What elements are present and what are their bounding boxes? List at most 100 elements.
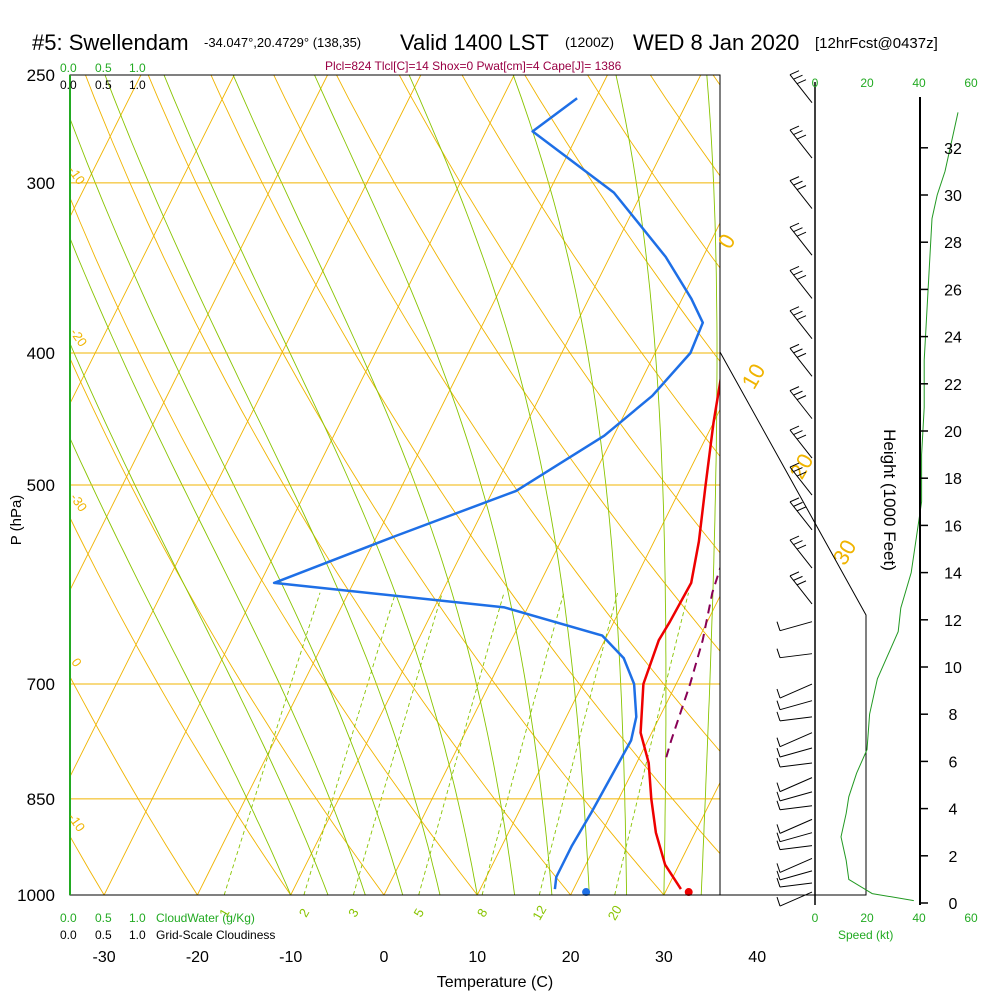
wind-barb [789, 535, 813, 569]
barb-flag [789, 343, 800, 349]
barb-flag [793, 390, 803, 396]
barb-flag [793, 467, 803, 473]
speed-tick-label: 20 [860, 76, 874, 90]
dry-adiabat [461, 75, 720, 458]
valid-time: Valid 1400 LST [400, 30, 549, 55]
barb-flag [793, 310, 803, 316]
barb-flag [776, 711, 781, 722]
barb-flag [776, 648, 781, 658]
dry-adiabat [70, 516, 292, 895]
surface-temperature [684, 888, 693, 897]
mixing-ratio-label: 12 [529, 903, 549, 923]
wind-barb [776, 800, 813, 811]
barb-flag [793, 575, 803, 581]
barb-flag [796, 185, 807, 191]
dry-adiabat [587, 75, 720, 269]
moist-adiabat [739, 75, 784, 895]
forecast-run: [12hrFcst@0437z] [815, 35, 938, 52]
barb-flag [796, 79, 807, 85]
barb-staff [789, 74, 813, 104]
speed-tick-label: 60 [964, 76, 978, 90]
barb-staff [779, 762, 813, 768]
wind-barb [776, 791, 813, 802]
barb-staff [779, 845, 813, 851]
barb-staff [789, 180, 813, 209]
speed-axis-label: Speed (kt) [838, 928, 893, 942]
bot-green-1: 0.5 [95, 911, 112, 925]
barb-staff [779, 621, 813, 632]
pressure-tick-label: 850 [27, 790, 55, 809]
isotherm-line [851, 75, 1000, 895]
top-green-1: 0.5 [95, 61, 112, 75]
isotherm-label: 30 [828, 535, 862, 569]
barb-flag [796, 395, 807, 401]
isotherm-label: -10 [65, 810, 88, 834]
wind-barb [789, 265, 813, 299]
moist-adiabat [700, 75, 718, 895]
pressure-tick-label: 400 [27, 344, 55, 363]
height-tick-label: 32 [944, 141, 962, 158]
moist-adiabat [70, 237, 366, 895]
isotherm-line [70, 75, 142, 218]
barb-flag [796, 352, 807, 358]
wind-speed-profile [840, 112, 959, 902]
x-tick-label: -20 [186, 949, 209, 966]
mixing-ratio-line [352, 592, 443, 895]
moist-adiabat [615, 75, 667, 895]
barb-staff [779, 777, 813, 793]
speed-tick-label: 60 [964, 911, 978, 925]
wind-barb [776, 777, 813, 793]
height-tick-label: 14 [944, 566, 962, 583]
isotherm-line [70, 75, 235, 405]
dry-adiabat [70, 357, 385, 895]
top-cloud-scale: 0.0 0.5 1.0 0.0 0.5 1.0 [60, 61, 146, 92]
height-tick-label: 8 [949, 707, 958, 724]
top-black-1: 0.5 [95, 78, 112, 92]
mixing-ratio-label: 8 [474, 906, 491, 920]
dry-adiabat [336, 75, 720, 652]
dry-adiabat [821, 51, 1000, 895]
barb-flag [796, 434, 807, 440]
wind-barb [776, 700, 813, 711]
barb-flag [789, 176, 800, 182]
speed-tick-label: 20 [860, 911, 874, 925]
mixing-ratio-line [303, 592, 396, 895]
isotherm-label: 0 [713, 230, 741, 253]
wind-barb [776, 857, 813, 873]
barb-staff [779, 832, 813, 843]
barb-flag [789, 425, 800, 431]
pressure-tick-label: 1000 [17, 886, 55, 905]
barb-staff [789, 270, 813, 299]
height-tick-label: 18 [944, 471, 962, 488]
surface-points [582, 888, 693, 897]
barb-flag [796, 134, 807, 140]
mixing-ratio-line [223, 592, 321, 895]
barb-flag [796, 274, 807, 280]
barb-flag [776, 840, 781, 850]
barb-flag [789, 125, 800, 131]
cloudiness-label: Grid-Scale Cloudiness [156, 928, 275, 942]
wind-barb [776, 683, 813, 699]
dry-adiabat [0, 51, 11, 895]
barb-staff [779, 870, 813, 881]
wind-barb [776, 891, 813, 907]
wind-barb [776, 840, 813, 851]
temperature-profile [639, 375, 720, 890]
barb-staff [779, 683, 813, 699]
dry-adiabat [84, 75, 571, 895]
speed-tick-label: 0 [812, 911, 819, 925]
wind-barbs [776, 70, 813, 907]
speed-tick-label: 0 [812, 76, 819, 90]
x-axis-ticks: -30 -20 -10 0 10 20 30 40 [93, 949, 767, 966]
top-green-2: 1.0 [129, 61, 146, 75]
barb-flag [776, 791, 781, 802]
wind-barb [789, 176, 813, 209]
barb-staff [779, 700, 813, 711]
wind-barb [776, 732, 813, 748]
x-tick-label: -30 [93, 949, 116, 966]
height-tick-label: 22 [944, 377, 962, 394]
height-tick-label: 12 [944, 613, 962, 630]
x-tick-label: 30 [655, 949, 673, 966]
